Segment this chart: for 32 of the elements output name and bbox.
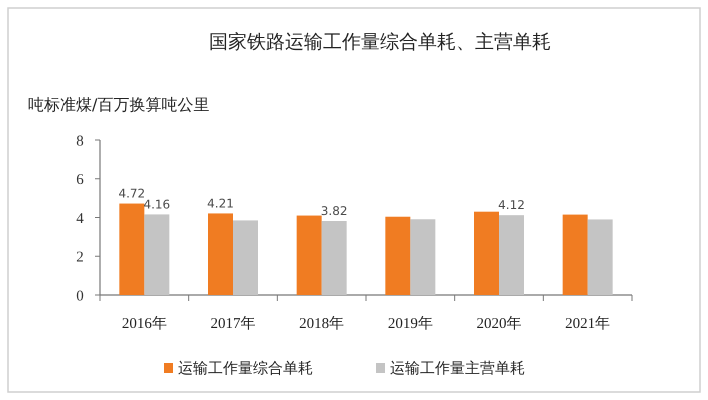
chart-title: 国家铁路运输工作量综合单耗、主营单耗 <box>209 31 551 53</box>
bar <box>322 220 347 295</box>
bar <box>144 214 170 295</box>
y-tick-label: 0 <box>76 288 84 304</box>
bar <box>233 220 258 295</box>
data-label: 4.72 <box>118 186 146 201</box>
bar <box>499 215 524 295</box>
bar <box>474 212 499 295</box>
data-label: 4.21 <box>207 196 234 210</box>
x-tick-label: 2019年 <box>388 315 433 332</box>
y-tick-label: 2 <box>76 250 84 266</box>
y-tick-label: 4 <box>76 210 84 227</box>
bar <box>588 219 613 295</box>
legend-label: 运输工作量综合单耗 <box>178 359 313 377</box>
bar <box>385 216 410 295</box>
x-tick-label: 2020年 <box>476 315 522 332</box>
data-label: 4.12 <box>498 198 525 212</box>
y-tick-label: 8 <box>76 133 84 150</box>
x-tick-label: 2018年 <box>299 315 344 332</box>
y-tick-label: 6 <box>76 172 84 188</box>
legend-label: 运输工作量主营单耗 <box>390 359 525 377</box>
data-label: 4.16 <box>143 197 170 212</box>
bar <box>208 213 233 295</box>
y-axis-title: 吨标准煤/百万换算吨公里 <box>28 95 210 114</box>
x-tick-label: 2017年 <box>210 315 256 332</box>
x-tick-label: 2021年 <box>565 315 610 332</box>
x-tick-label: 2016年 <box>122 315 167 332</box>
bar <box>410 219 436 295</box>
data-label: 3.82 <box>320 204 348 218</box>
bar <box>119 204 144 295</box>
bar <box>562 214 588 295</box>
bar <box>296 216 322 295</box>
